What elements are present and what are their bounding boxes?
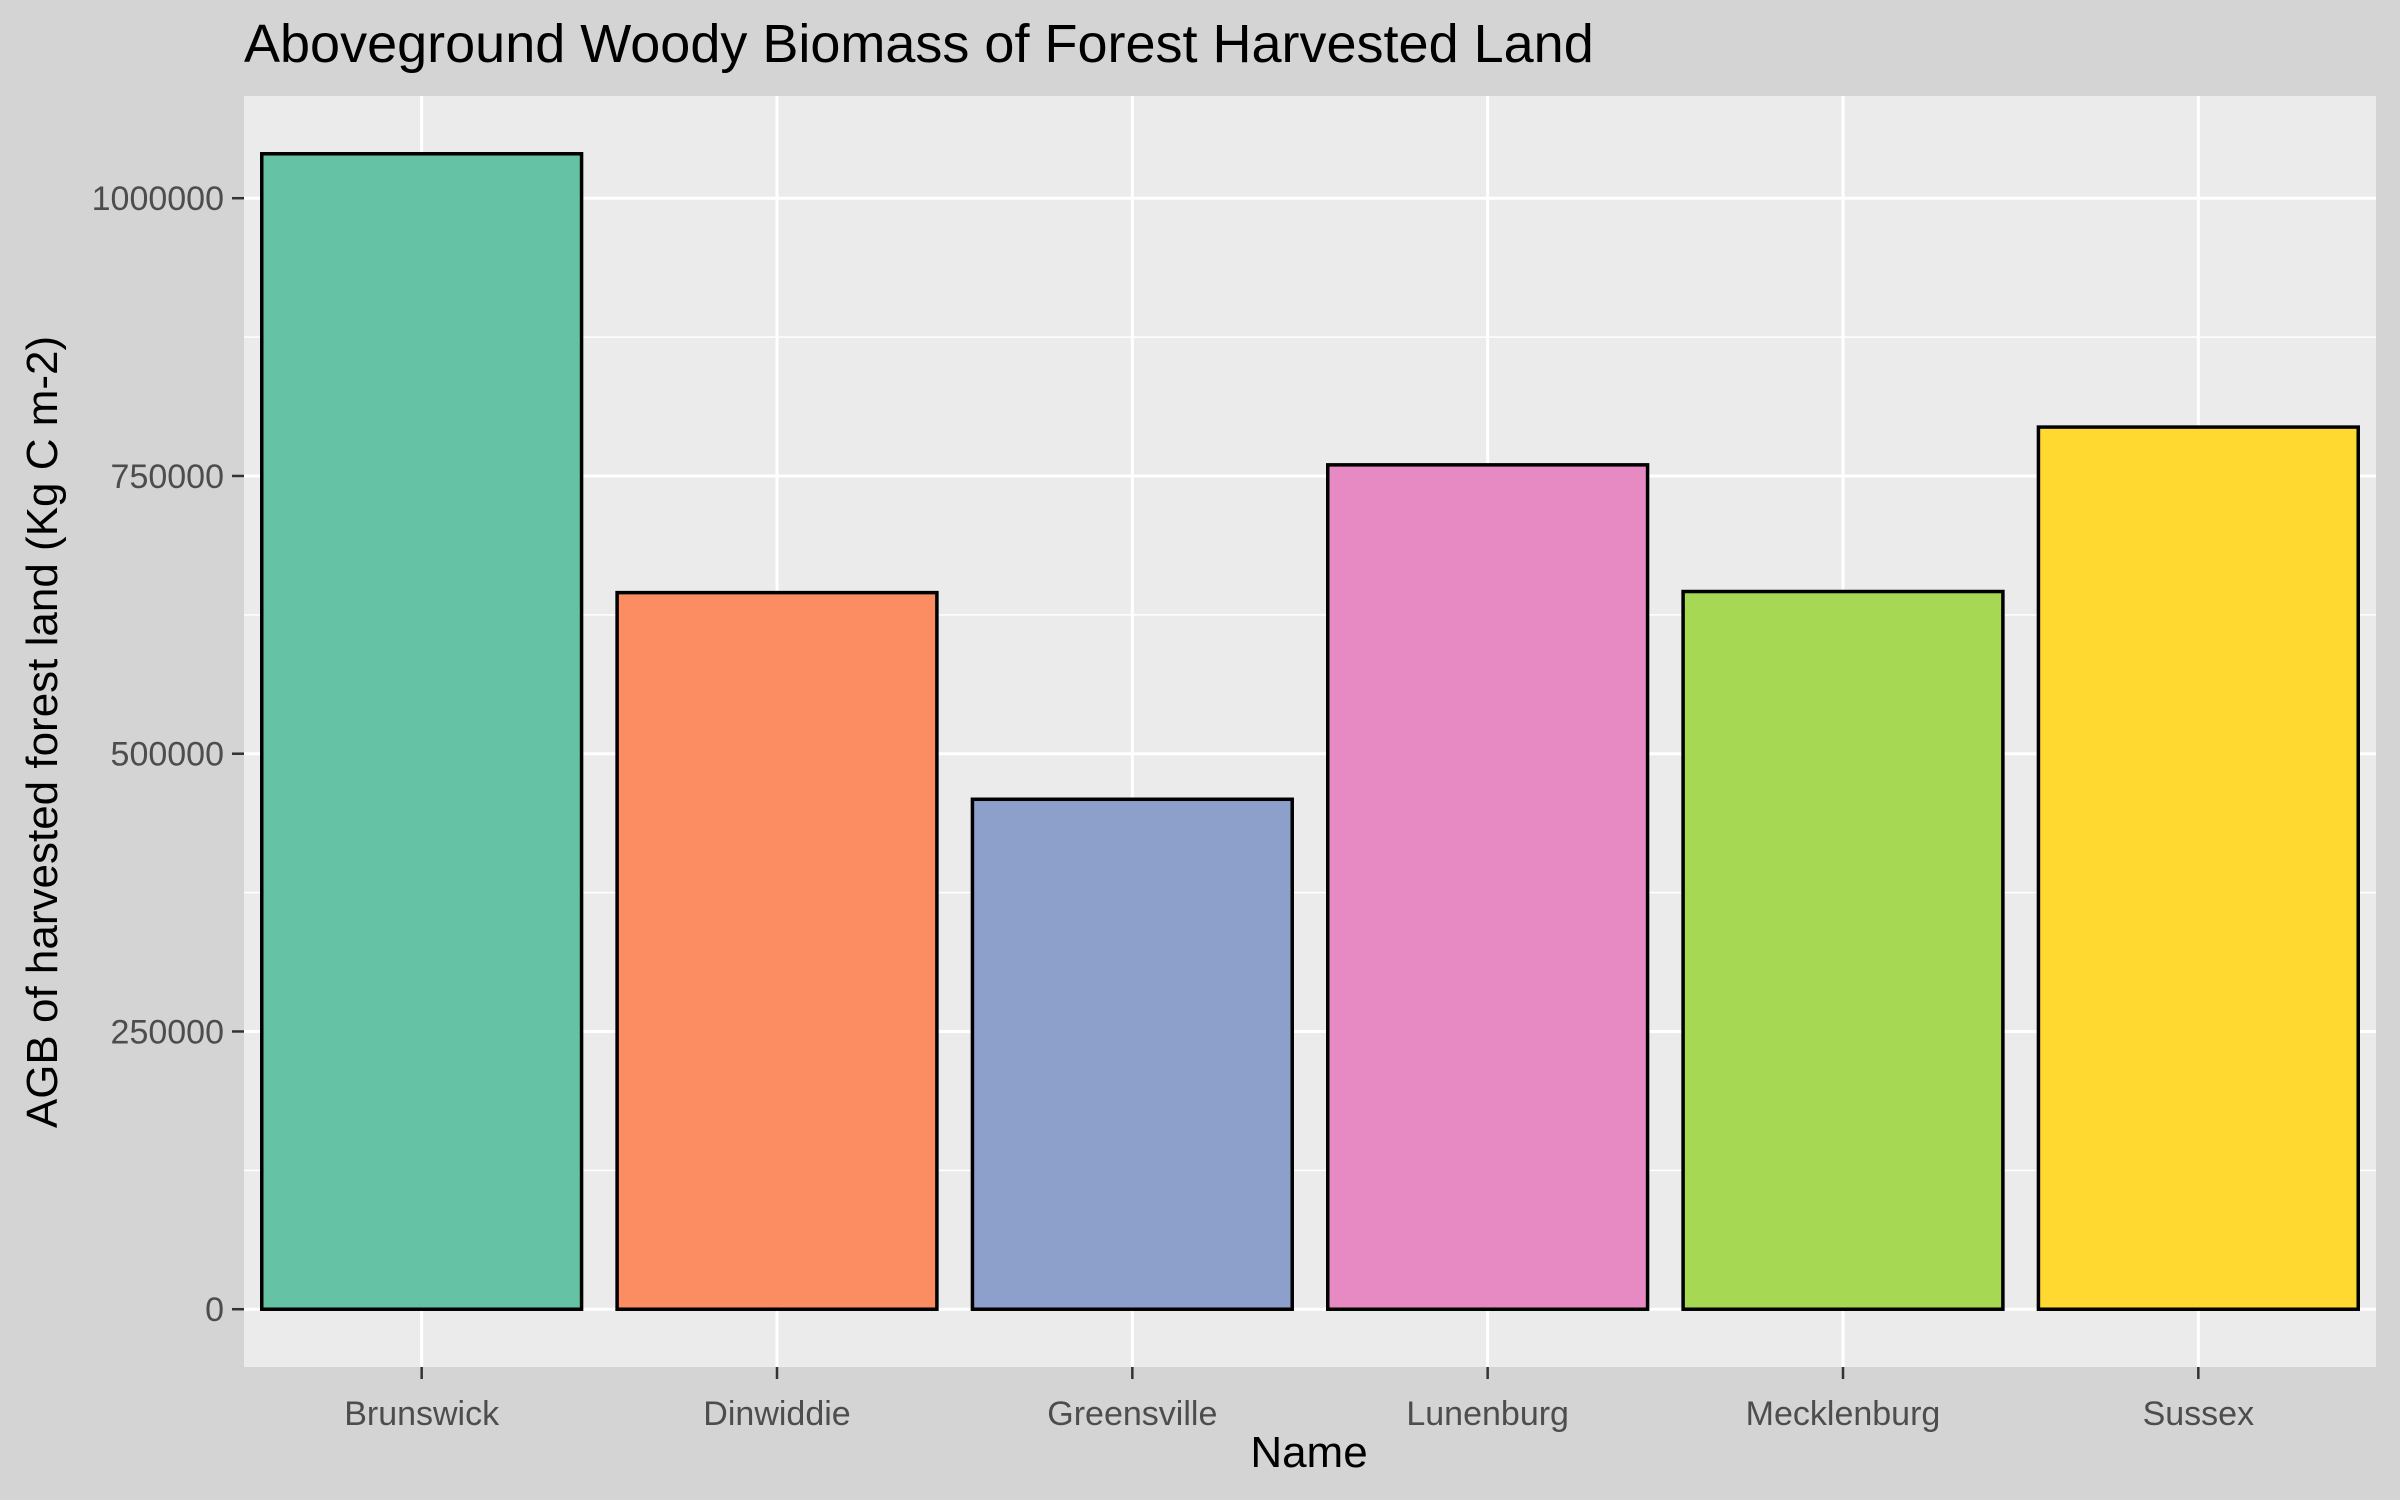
x-tick-label: Mecklenburg [1746,1395,1941,1433]
y-axis: 0 250000 500000 750000 1000000 [92,180,244,1329]
x-tick-label: Brunswick [344,1395,500,1433]
y-tick-label: 0 [205,1291,224,1329]
x-tick-label: Sussex [2143,1395,2255,1433]
x-axis: Brunswick Dinwiddie Greensville Lunenburg Me… [344,1367,2254,1433]
y-tick-label: 250000 [111,1013,224,1051]
y-tick-label: 500000 [111,736,224,774]
y-axis-title: AGB of harvested forest land (Kg C m-2) [18,336,67,1128]
y-tick-label: 750000 [111,458,224,496]
bar-lunenburg [1326,463,1650,1311]
y-tick-label: 1000000 [92,180,224,218]
chart-title: Aboveground Woody Biomass of Forest Harv… [244,14,1594,74]
bars [260,152,2360,1311]
bar-brunswick [260,152,584,1311]
bar-dinwiddie [615,590,939,1311]
bar-greensville [970,797,1294,1311]
x-tick-label: Lunenburg [1406,1395,1569,1433]
plot-panel [244,96,2376,1367]
x-axis-title: Name [1250,1428,1367,1477]
x-tick-label: Dinwiddie [703,1395,850,1433]
x-tick-label: Greensville [1047,1395,1217,1433]
minor-gridlines [244,336,2376,1172]
bar-mecklenburg [1681,589,2005,1311]
bar-sussex [2036,425,2360,1311]
